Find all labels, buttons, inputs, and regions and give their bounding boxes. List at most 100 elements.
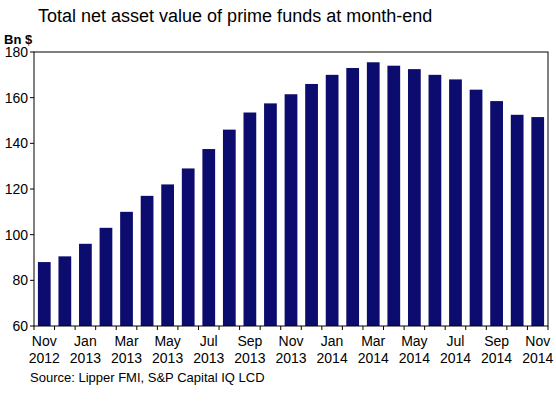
x-tick-label-line: 2013 (111, 350, 142, 366)
x-tick (239, 326, 240, 330)
bar (79, 244, 92, 326)
x-tick-label-line: Sep (237, 333, 262, 349)
x-tick-label-line: Mar (114, 333, 138, 349)
x-tick (198, 326, 199, 330)
bar (449, 79, 462, 326)
x-tick-label-line: May (401, 333, 427, 349)
x-tick (445, 326, 446, 330)
bar (346, 68, 359, 326)
y-tick-label: 100 (5, 227, 29, 243)
y-tick-label: 140 (5, 135, 29, 151)
x-tick (383, 326, 384, 330)
x-tick-label-line: 2014 (440, 350, 471, 366)
x-tick (301, 326, 302, 330)
x-tick-label: May2013 (152, 333, 183, 366)
x-tick (116, 326, 117, 330)
x-tick (280, 326, 281, 330)
x-tick-label-line: 2013 (275, 350, 306, 366)
x-tick (95, 326, 96, 330)
x-tick-label-line: 2013 (193, 350, 224, 366)
y-tick (30, 97, 34, 98)
y-tick (30, 234, 34, 235)
bars (38, 62, 544, 326)
x-tick-label-line: Jan (321, 333, 344, 349)
x-tick-label-line: 2013 (152, 350, 183, 366)
bar (429, 75, 442, 326)
x-tick-label: Nov2014 (522, 333, 553, 366)
x-tick-label-line: 2014 (481, 350, 512, 366)
x-tick (506, 326, 507, 330)
x-tick-label-line: Jan (74, 333, 97, 349)
x-tick-label-line: 2012 (29, 350, 60, 366)
x-tick-label-line: 2013 (234, 350, 265, 366)
chart-container: Total net asset value of prime funds at … (0, 0, 556, 404)
bar (182, 168, 195, 326)
bar (531, 117, 544, 326)
bar (511, 115, 524, 326)
x-tick (136, 326, 137, 330)
x-tick-label: Jan2013 (70, 333, 101, 366)
x-tick-label-line: Nov (279, 333, 304, 349)
y-tick (30, 143, 34, 144)
y-tick (30, 326, 34, 327)
bar (141, 196, 154, 326)
x-tick (486, 326, 487, 330)
x-tick-label-line: Nov (525, 333, 550, 349)
bar (244, 113, 257, 326)
x-tick (54, 326, 55, 330)
bar (223, 130, 236, 326)
bar (264, 103, 277, 326)
x-tick (548, 326, 549, 330)
x-tick-label: Jul2014 (440, 333, 471, 366)
x-tick-label: Sep2013 (234, 333, 265, 366)
chart-title: Total net asset value of prime funds at … (38, 6, 432, 26)
source-note: Source: Lipper FMI, S&P Capital IQ LCD (30, 370, 265, 385)
bar (490, 101, 503, 326)
bar (161, 184, 174, 326)
x-tick-label-line: 2014 (522, 350, 553, 366)
x-tick-label: Nov2012 (29, 333, 60, 366)
x-tick (362, 326, 363, 330)
x-tick-label: May2014 (399, 333, 430, 366)
bar (202, 149, 215, 326)
y-tick (30, 189, 34, 190)
y-tick-label: 60 (12, 318, 28, 334)
bar (285, 94, 298, 326)
x-tick-label-line: 2013 (70, 350, 101, 366)
bar (408, 69, 421, 326)
x-tick (527, 326, 528, 330)
bar (38, 262, 51, 326)
x-tick (342, 326, 343, 330)
y-tick-label: 160 (5, 90, 29, 106)
y-tick (30, 280, 34, 281)
x-tick (75, 326, 76, 330)
y-tick (30, 52, 34, 53)
x-tick (177, 326, 178, 330)
x-tick-label: Mar2013 (111, 333, 142, 366)
bar (305, 84, 318, 326)
x-tick-label-line: 2014 (358, 350, 389, 366)
x-tick-label: Jul2013 (193, 333, 224, 366)
bar (326, 75, 339, 326)
x-tick-label: Jan2014 (317, 333, 348, 366)
chart-svg: Total net asset value of prime funds at … (0, 0, 556, 404)
bar (367, 62, 380, 326)
x-tick-label-line: 2014 (399, 350, 430, 366)
x-tick-label-line: Sep (484, 333, 509, 349)
x-tick-label-line: 2014 (317, 350, 348, 366)
y-tick-label: 120 (5, 181, 29, 197)
x-tick (260, 326, 261, 330)
bar (120, 212, 133, 326)
bar (100, 228, 113, 326)
bar (387, 66, 400, 326)
x-tick-label: Mar2014 (358, 333, 389, 366)
x-tick (321, 326, 322, 330)
x-tick-label: Nov2013 (275, 333, 306, 366)
y-tick-label: 180 (5, 44, 29, 60)
x-tick (219, 326, 220, 330)
x-tick (157, 326, 158, 330)
plot-frame (34, 52, 548, 326)
x-tick (465, 326, 466, 330)
bar (58, 256, 71, 326)
x-tick-label: Sep2014 (481, 333, 512, 366)
